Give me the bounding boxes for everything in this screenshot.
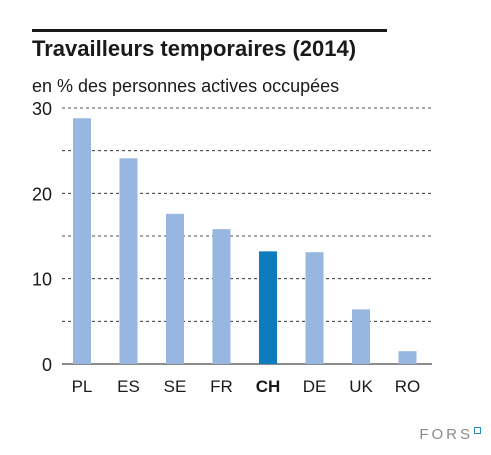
y-tick-label: 10 <box>32 270 52 290</box>
bar-pl <box>73 118 91 365</box>
x-tick-label: FR <box>210 377 233 396</box>
x-tick-label: PL <box>72 377 93 396</box>
x-tick-label: UK <box>349 377 373 396</box>
bar-ch <box>259 251 277 364</box>
bar-es <box>119 158 138 364</box>
title-rule <box>32 29 387 32</box>
logo-text: FORS <box>419 426 473 443</box>
bar-se <box>166 213 184 364</box>
y-tick-label: 20 <box>32 184 52 204</box>
x-tick-label: ES <box>117 377 140 396</box>
x-tick-label: RO <box>395 377 421 396</box>
bar-ro <box>398 351 417 364</box>
y-tick-label: 30 <box>32 99 52 119</box>
x-tick-label: DE <box>303 377 327 396</box>
y-tick-label: 0 <box>42 355 52 375</box>
logo-square-icon <box>474 427 481 434</box>
chart-title: Travailleurs temporaires (2014) <box>32 36 357 61</box>
chart-subtitle: en % des personnes actives occupées <box>32 76 340 96</box>
bar-fr <box>212 229 231 364</box>
x-tick-label: SE <box>164 377 187 396</box>
x-tick-label: CH <box>256 377 281 396</box>
fors-logo: FORS <box>419 426 481 443</box>
bar-de <box>305 252 324 364</box>
bar-uk <box>352 309 370 364</box>
